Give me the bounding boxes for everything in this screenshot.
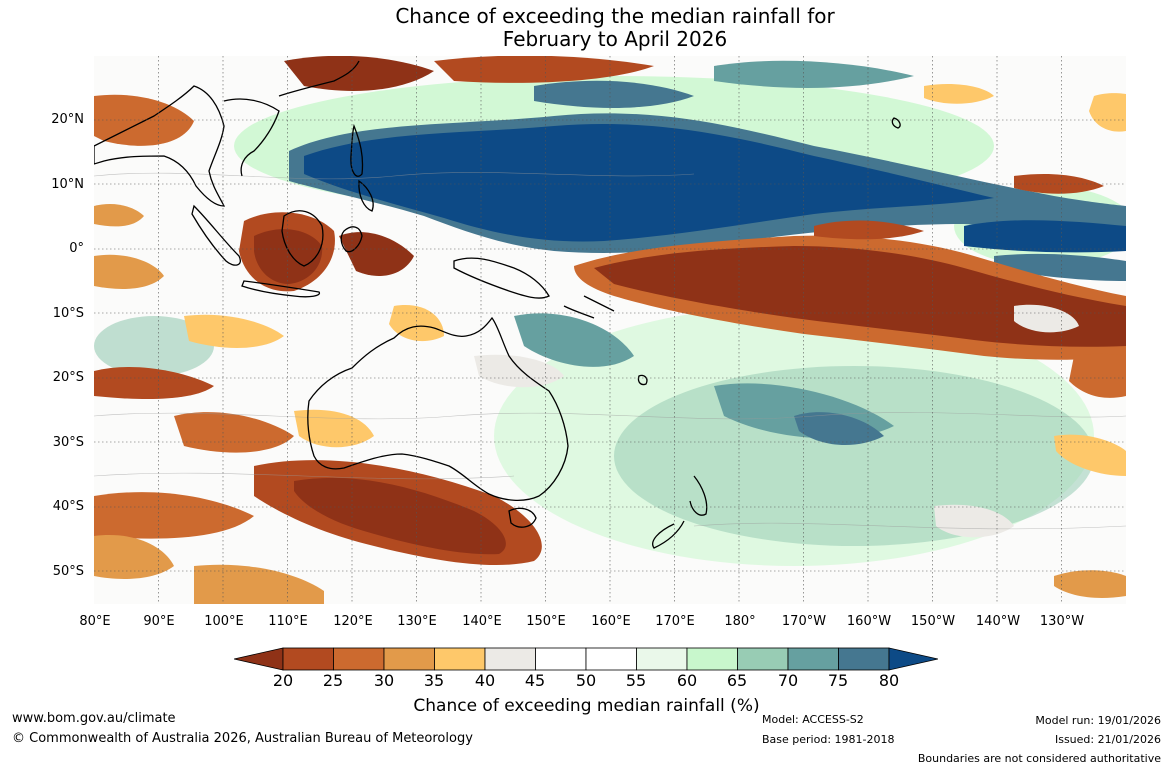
lon-label-100e: 100°E <box>204 614 244 629</box>
lat-label-30s: 30°S <box>52 435 84 450</box>
lat-label-20s: 20°S <box>52 370 84 385</box>
colorbar-cell <box>434 647 486 671</box>
lon-label-90e: 90°E <box>143 614 175 629</box>
boundaries-disclaimer: Boundaries are not considered authoritat… <box>917 752 1161 765</box>
lon-label-140w: 140°W <box>975 614 1021 629</box>
lat-label-0: 0° <box>69 241 84 256</box>
issued-date: Issued: 21/01/2026 <box>1054 733 1161 746</box>
lon-label-140e: 140°E <box>462 614 502 629</box>
colorbar-tick-65: 65 <box>726 671 748 690</box>
colorbar-tick-80: 80 <box>878 671 900 690</box>
title-line-2: February to April 2026 <box>502 27 728 51</box>
lon-label-110e: 110°E <box>268 614 308 629</box>
colorbar-tick-45: 45 <box>524 671 546 690</box>
colorbar-tick-35: 35 <box>423 671 445 690</box>
lon-label-150w: 150°W <box>910 614 956 629</box>
colorbar-cell <box>636 647 688 671</box>
colorbar-tick-70: 70 <box>777 671 799 690</box>
colorbar-tick-60: 60 <box>676 671 698 690</box>
colorbar <box>234 647 938 671</box>
colorbar-cell <box>383 647 435 671</box>
lat-label-10s: 10°S <box>52 306 84 321</box>
website-link[interactable]: www.bom.gov.au/climate <box>12 711 176 726</box>
colorbar-tick-55: 55 <box>625 671 647 690</box>
colorbar-cell <box>737 647 789 671</box>
colorbar-tick-25: 25 <box>322 671 344 690</box>
colorbar-arrow-low <box>234 647 284 671</box>
lon-label-170e: 170°E <box>655 614 695 629</box>
map-title: Chance of exceeding the median rainfall … <box>0 5 1173 51</box>
lon-label-130e: 130°E <box>397 614 437 629</box>
colorbar-cell <box>686 647 738 671</box>
colorbar-tick-30: 30 <box>373 671 395 690</box>
lon-label-170w: 170°W <box>781 614 827 629</box>
rainfall-map <box>94 56 1126 604</box>
lon-label-160e: 160°E <box>591 614 631 629</box>
lon-label-80e: 80°E <box>79 614 111 629</box>
copyright-text: © Commonwealth of Australia 2026, Austra… <box>12 731 473 746</box>
model-name: Model: ACCESS-S2 <box>762 713 864 726</box>
model-run-date: Model run: 19/01/2026 <box>1035 714 1161 727</box>
lon-label-130w: 130°W <box>1039 614 1085 629</box>
lon-label-120e: 120°E <box>333 614 373 629</box>
colorbar-tick-50: 50 <box>575 671 597 690</box>
lat-label-10n: 10°N <box>51 177 84 192</box>
colorbar-cell <box>535 647 587 671</box>
base-period: Base period: 1981-2018 <box>762 733 895 746</box>
colorbar-tick-75: 75 <box>827 671 849 690</box>
colorbar-cell <box>282 647 334 671</box>
colorbar-tick-20: 20 <box>272 671 294 690</box>
colorbar-title: Chance of exceeding median rainfall (%) <box>413 696 760 716</box>
lon-label-160w: 160°W <box>846 614 892 629</box>
colorbar-cell <box>838 647 890 671</box>
lat-label-50s: 50°S <box>52 564 84 579</box>
colorbar-cell <box>585 647 637 671</box>
colorbar-cell <box>787 647 839 671</box>
colorbar-cell <box>333 647 385 671</box>
lon-label-150e: 150°E <box>526 614 566 629</box>
lat-label-20n: 20°N <box>51 112 84 127</box>
lat-label-40s: 40°S <box>52 499 84 514</box>
title-line-1: Chance of exceeding the median rainfall … <box>395 4 835 28</box>
colorbar-tick-40: 40 <box>474 671 496 690</box>
lon-label-180: 180° <box>724 614 756 629</box>
colorbar-cell <box>484 647 536 671</box>
colorbar-arrow-high <box>888 647 938 671</box>
